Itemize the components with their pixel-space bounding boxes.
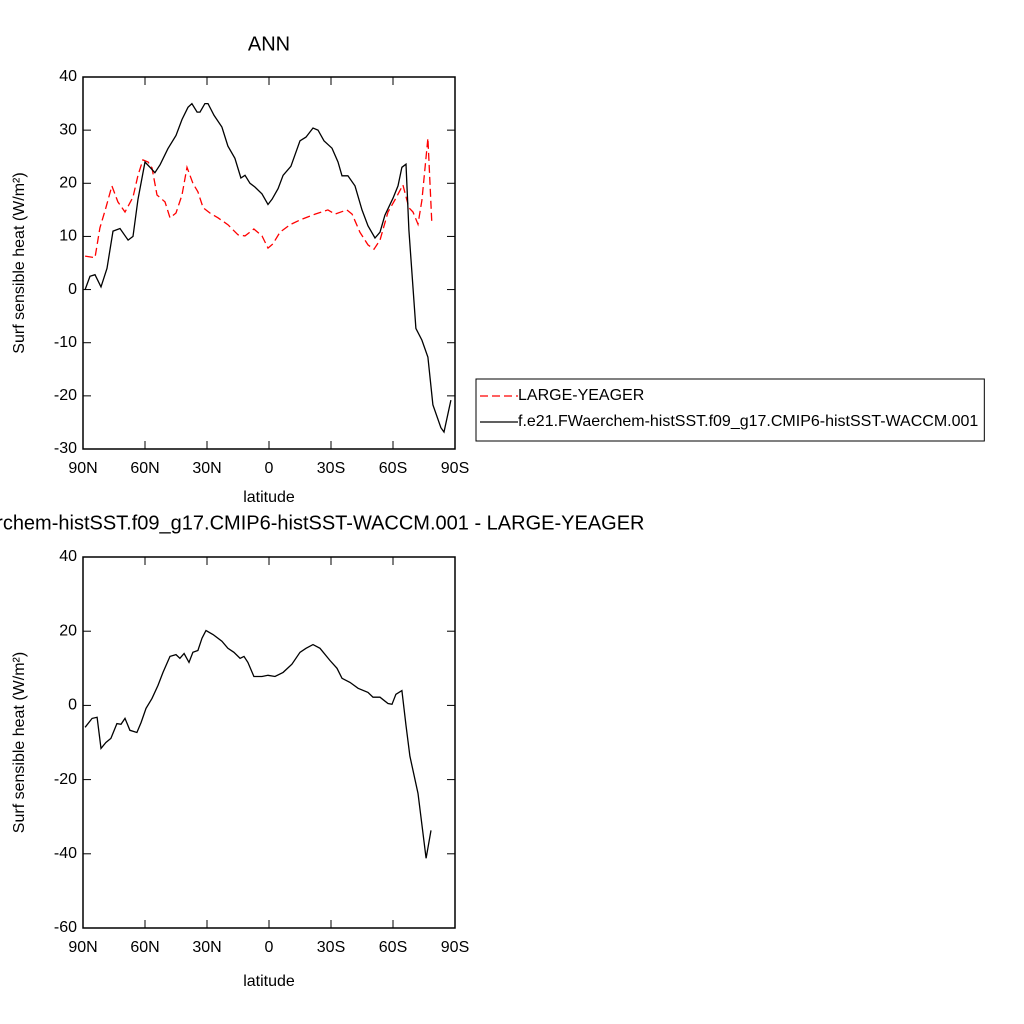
y-tick-label: 20 [59,175,77,192]
y-tick-label: 40 [59,548,77,565]
x-tick-label: 90N [68,939,97,956]
data-line [84,629,432,859]
legend: LARGE-YEAGER f.e21.FWaerchem-histSST.f09_… [475,378,985,442]
y-tick-label: -60 [54,919,77,936]
x-tick-label: 30N [192,939,221,956]
x-tick-label: 30S [317,460,345,477]
x-tick-label: 30S [317,939,345,956]
legend-box [475,378,985,442]
x-tick-label: 90N [68,460,97,477]
chart-title: f.e21.FWaerchem-histSST.f09_g17.CMIP6-hi… [0,512,644,534]
x-axis-label: latitude [243,489,295,506]
x-axis-label: latitude [243,973,295,990]
chart-title: ANN [248,33,290,55]
y-axis-label: Surf sensible heat (W/m²) [11,652,28,833]
x-tick-label: 60S [379,939,407,956]
x-tick-label: 90S [441,939,469,956]
y-tick-label: 20 [59,622,77,639]
y-tick-label: -20 [54,771,77,788]
legend-label: f.e21.FWaerchem-histSST.f09_g17.CMIP6-hi… [518,413,978,430]
y-tick-label: 10 [59,228,77,245]
plot-frame [82,556,456,929]
x-tick-label: 30N [192,460,221,477]
x-tick-label: 0 [265,460,274,477]
y-tick-label: 0 [68,281,77,298]
x-tick-label: 60N [130,460,159,477]
y-tick-label: -30 [54,440,77,457]
legend-label: LARGE-YEAGER [518,387,644,404]
y-axis-label: Surf sensible heat (W/m²) [11,172,28,353]
x-tick-label: 0 [265,939,274,956]
plot-frame [82,76,456,450]
y-tick-label: -10 [54,334,77,351]
y-tick-label: 30 [59,121,77,138]
y-tick-label: 40 [59,68,77,85]
y-tick-label: -20 [54,387,77,404]
y-tick-label: 0 [68,697,77,714]
x-tick-label: 60N [130,939,159,956]
data-line [84,138,433,259]
y-tick-label: -40 [54,845,77,862]
x-tick-label: 60S [379,460,407,477]
data-line [84,102,452,434]
x-tick-label: 90S [441,460,469,477]
